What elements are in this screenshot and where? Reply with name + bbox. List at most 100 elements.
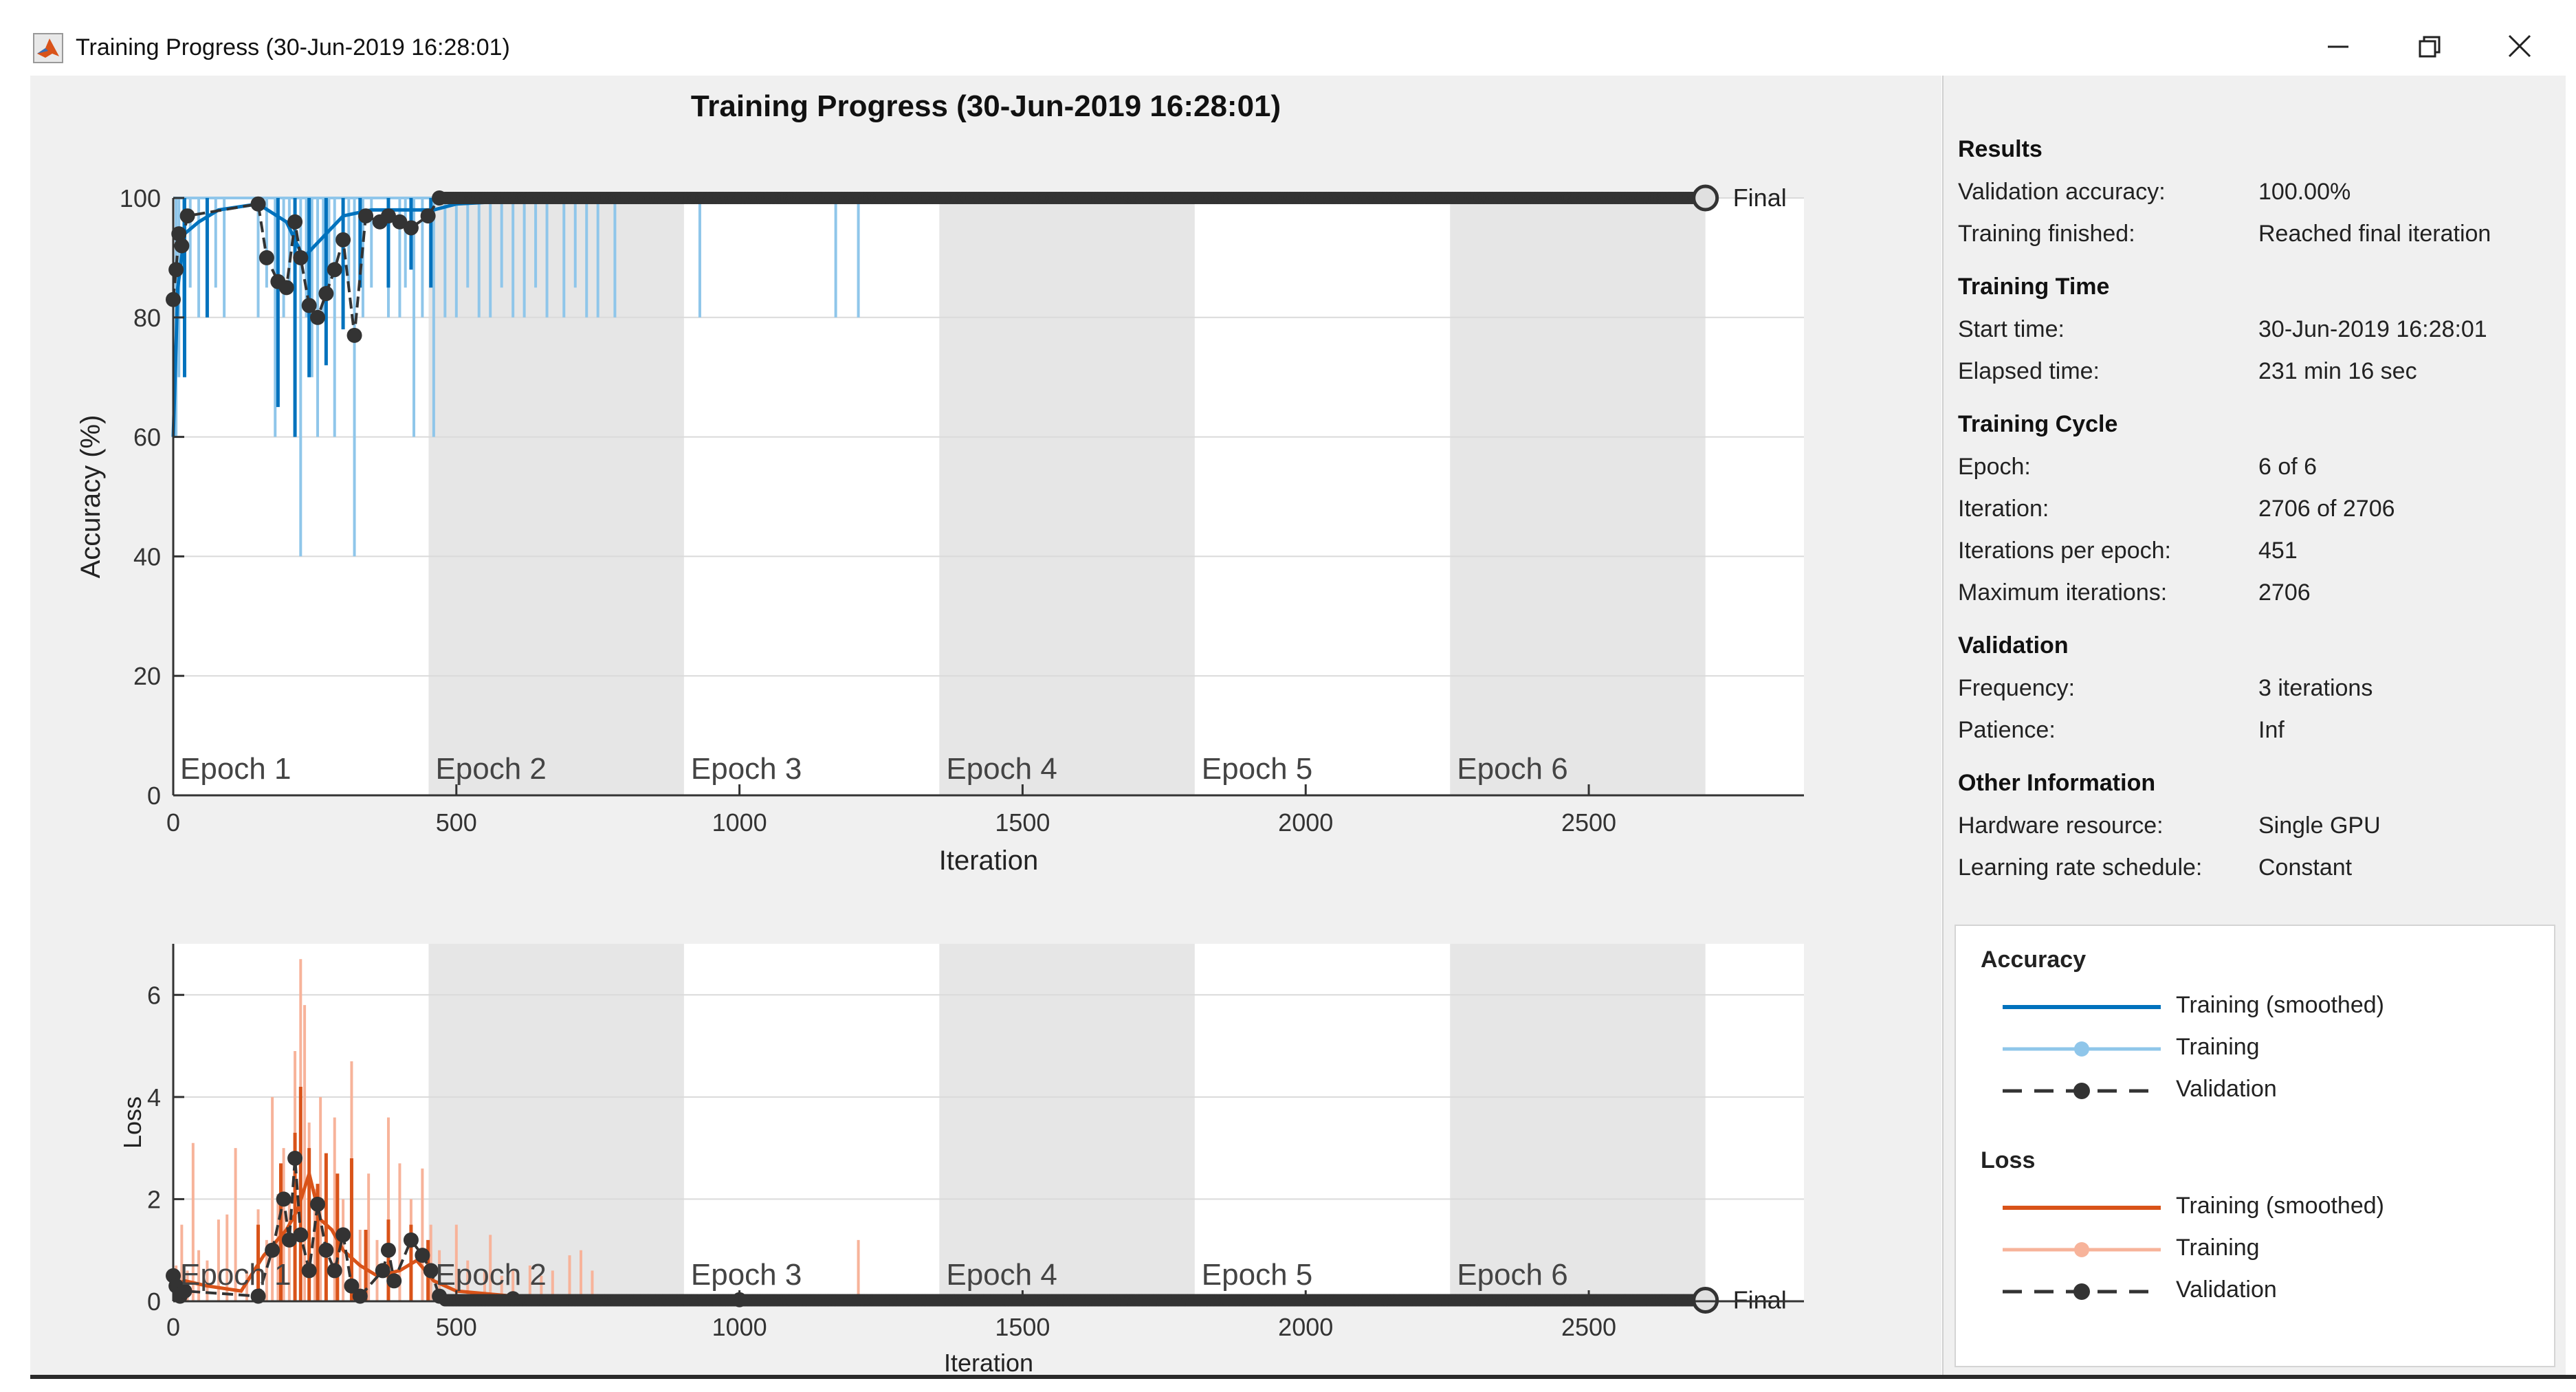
accuracy-final-marker xyxy=(1692,184,1719,212)
result-value: 231 min 16 sec xyxy=(2258,358,2417,384)
restore-button[interactable] xyxy=(2391,19,2467,74)
accuracy-validation-point xyxy=(287,214,303,230)
result-value: 30-Jun-2019 16:28:01 xyxy=(2258,316,2487,342)
accuracy-validation-point xyxy=(293,250,309,265)
result-value: Reached final iteration xyxy=(2258,221,2491,247)
loss-epoch-band xyxy=(428,944,684,1301)
loss-epoch-band xyxy=(939,944,1195,1301)
accuracy-validation-point xyxy=(301,298,317,313)
loss-validation-point xyxy=(352,1288,368,1304)
close-button[interactable] xyxy=(2482,19,2557,74)
section-title: Validation xyxy=(1958,632,2069,659)
accuracy-validation-point xyxy=(168,262,184,278)
loss-x-tick-label: 2500 xyxy=(1561,1313,1616,1341)
result-row: Frequency: 3 iterations xyxy=(1958,667,2563,709)
legend-swatch xyxy=(2003,1005,2161,1009)
section-title: Training Cycle xyxy=(1958,411,2118,437)
window-bottom-border xyxy=(30,1375,2576,1379)
accuracy-epoch-band xyxy=(1450,198,1706,795)
result-value: Constant xyxy=(2258,854,2353,881)
loss-validation-point xyxy=(386,1273,402,1289)
loss-validation-point xyxy=(301,1263,317,1279)
result-row: Epoch: 6 of 6 xyxy=(1958,446,2563,488)
result-label: Patience: xyxy=(1958,717,2056,743)
result-value: 2706 of 2706 xyxy=(2258,496,2395,522)
accuracy-validation-point xyxy=(392,214,408,230)
loss-validation-point xyxy=(293,1227,309,1243)
accuracy-epoch-band xyxy=(428,198,684,795)
loss-y-axis-label: Loss xyxy=(118,1096,146,1149)
result-label: Elapsed time: xyxy=(1958,358,2100,384)
loss-validation-point xyxy=(177,1283,192,1299)
result-value: Inf xyxy=(2258,717,2285,743)
accuracy-x-tick-label: 1000 xyxy=(712,808,767,837)
result-label: Maximum iterations: xyxy=(1958,579,2168,606)
legend-group-title: Accuracy xyxy=(1981,947,2087,973)
accuracy-x-tick-label: 1500 xyxy=(995,808,1050,837)
legend-swatch xyxy=(2003,1083,2161,1099)
legend-item: Training xyxy=(2176,1235,2260,1261)
result-label: Training finished: xyxy=(1958,221,2135,247)
loss-epoch-label: Epoch 4 xyxy=(946,1258,1057,1292)
accuracy-validation-point xyxy=(278,280,294,296)
loss-epoch-label: Epoch 1 xyxy=(180,1258,291,1292)
result-row: Elapsed time: 231 min 16 sec xyxy=(1958,351,2563,393)
loss-validation-line xyxy=(172,1158,1706,1302)
loss-validation-point xyxy=(287,1151,303,1166)
accuracy-x-tick-label: 2500 xyxy=(1561,808,1616,837)
legend-swatch xyxy=(2003,1041,2161,1057)
result-label: Frequency: xyxy=(1958,675,2076,701)
loss-x-tick-label: 500 xyxy=(436,1313,477,1341)
result-value: Single GPU xyxy=(2258,813,2381,839)
loss-y-tick-label: 6 xyxy=(147,981,161,1009)
loss-epoch-label: Epoch 6 xyxy=(1457,1258,1567,1292)
loss-epoch-label: Epoch 3 xyxy=(691,1258,802,1292)
loss-validation-point xyxy=(403,1232,419,1248)
accuracy-validation-point xyxy=(174,238,190,254)
loss-validation-point xyxy=(276,1191,291,1207)
loss-epoch-band xyxy=(1450,944,1706,1301)
training-progress-plots: Final Epoch 1 Epoch 2 Epoch 3 Epoch 4 Epoch 5… xyxy=(76,184,1804,1377)
result-value: 6 of 6 xyxy=(2258,454,2318,480)
result-label: Start time: xyxy=(1958,316,2065,342)
loss-validation-point xyxy=(318,1242,334,1258)
loss-x-tick-label: 1500 xyxy=(995,1313,1050,1341)
accuracy-validation-point xyxy=(327,262,342,278)
loss-x-tick-label: 2000 xyxy=(1278,1313,1333,1341)
accuracy-epoch-label: Epoch 1 xyxy=(180,752,291,786)
result-row: Iteration: 2706 of 2706 xyxy=(1958,488,2563,530)
accuracy-y-tick-label: 0 xyxy=(147,782,161,810)
result-label: Epoch: xyxy=(1958,454,2031,480)
loss-final-label: Final xyxy=(1733,1286,1787,1314)
loss-validation-point xyxy=(380,1242,396,1258)
accuracy-epoch-band xyxy=(939,198,1195,795)
result-row: Maximum iterations: 2706 xyxy=(1958,572,2563,614)
plot-legend: Accuracy Training (smoothed) Training Valid… xyxy=(1955,925,2555,1367)
result-label: Hardware resource: xyxy=(1958,813,2164,839)
legend-item: Training xyxy=(2176,1034,2260,1060)
loss-validation-point xyxy=(265,1242,280,1258)
loss-y-tick-label: 4 xyxy=(147,1083,161,1112)
result-row: Start time: 30-Jun-2019 16:28:01 xyxy=(1958,309,2563,351)
legend-swatch xyxy=(2003,1242,2161,1257)
legend-group-title: Loss xyxy=(1981,1147,2036,1173)
result-row: Hardware resource: Single GPU xyxy=(1958,805,2563,847)
window-titlebar: Training Progress (30-Jun-2019 16:28:01) xyxy=(0,0,2576,76)
accuracy-validation-point xyxy=(420,208,436,224)
result-value: 2706 xyxy=(2258,579,2311,606)
loss-validation-point xyxy=(281,1232,297,1248)
accuracy-validation-point xyxy=(258,250,274,265)
minimize-button[interactable] xyxy=(2300,19,2376,74)
legend-item: Training (smoothed) xyxy=(2176,992,2384,1018)
result-label: Learning rate schedule: xyxy=(1958,854,2203,881)
figure-title: Training Progress (30-Jun-2019 16:28:01) xyxy=(690,89,1281,123)
results-list: Results Validation accuracy: 100.00% Traini… xyxy=(1958,127,2563,889)
accuracy-y-tick-label: 40 xyxy=(133,542,161,571)
accuracy-validation-point xyxy=(380,208,396,224)
loss-validation-point xyxy=(375,1263,390,1279)
result-row: Learning rate schedule: Constant xyxy=(1958,847,2563,889)
result-value: 100.00% xyxy=(2258,179,2351,205)
accuracy-x-tick-label: 500 xyxy=(436,808,477,837)
loss-epoch-label: Epoch 5 xyxy=(1202,1258,1312,1292)
accuracy-validation-point xyxy=(318,286,334,302)
